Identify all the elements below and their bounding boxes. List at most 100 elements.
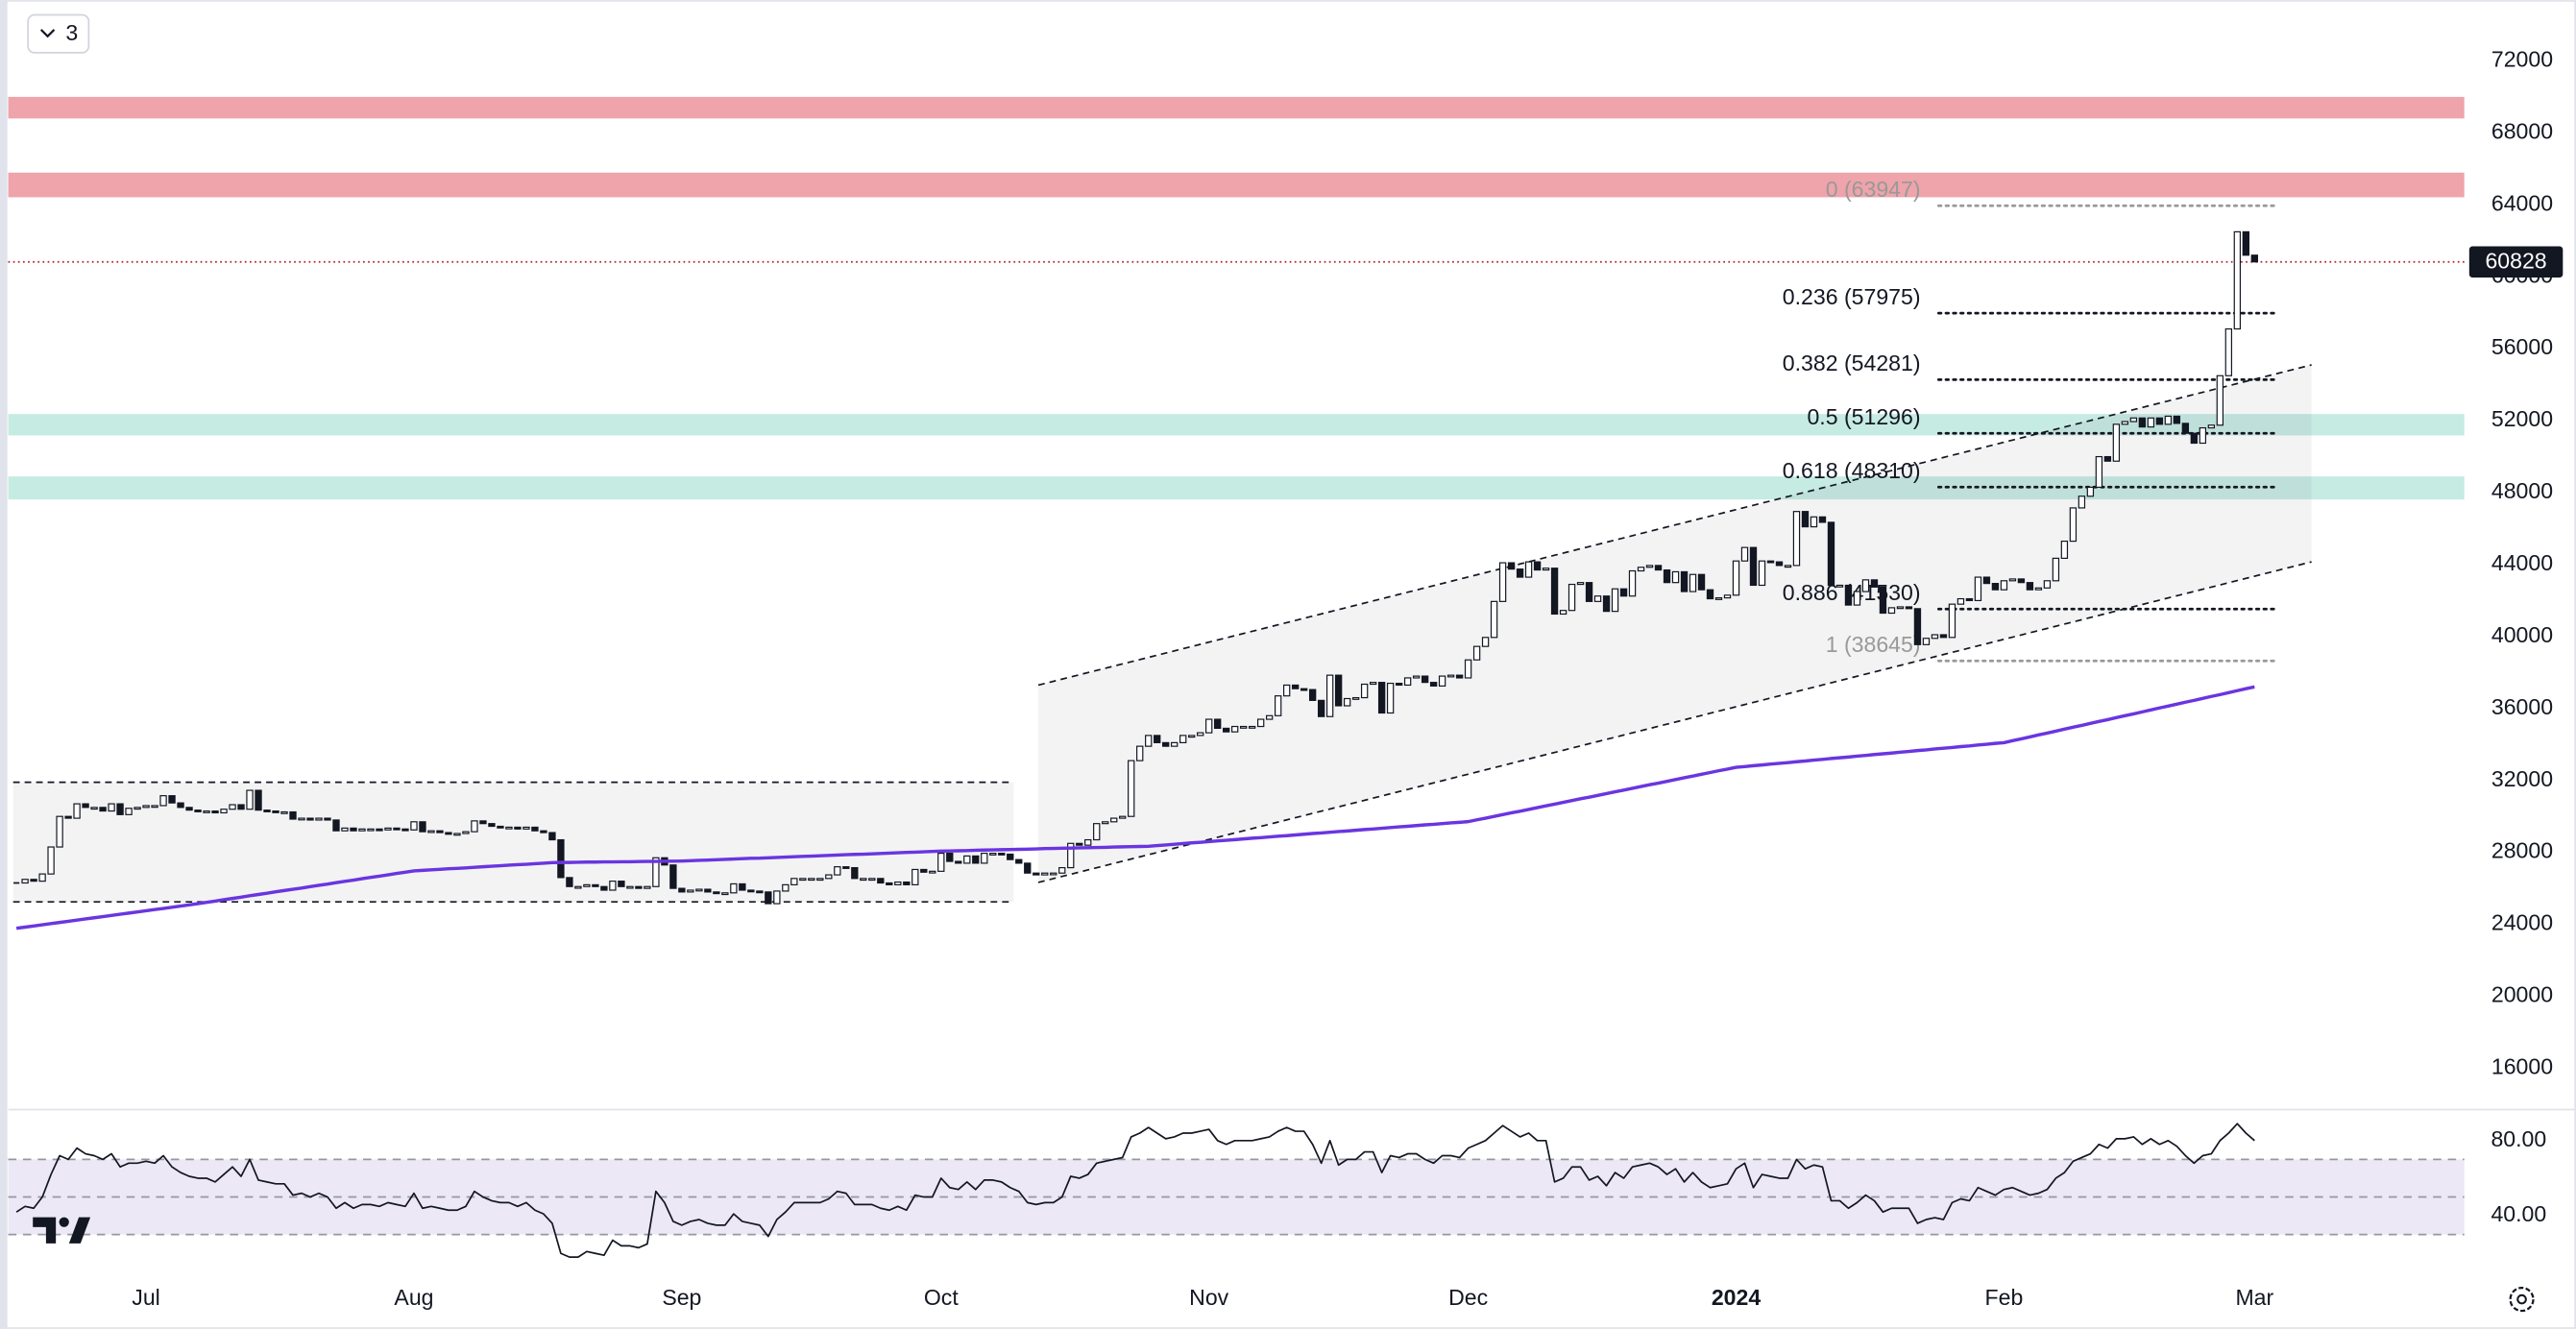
tradingview-logo[interactable]: [33, 1217, 91, 1244]
candle-body: [514, 826, 522, 830]
candle-body: [1827, 521, 1835, 587]
candle-body: [1145, 735, 1153, 747]
settings-icon[interactable]: [2509, 1287, 2535, 1313]
candle-body: [1214, 718, 1222, 730]
legend-toggle[interactable]: 3: [27, 13, 90, 54]
candle-body: [1913, 608, 1922, 645]
candle-body: [1775, 561, 1784, 567]
candle-body: [1922, 638, 1931, 645]
candle-body: [1887, 607, 1896, 615]
y-tick-label: 80.00: [2491, 1126, 2546, 1151]
candle-body: [298, 817, 305, 821]
candle-body: [669, 864, 677, 889]
gear-outer: [2509, 1287, 2535, 1313]
candle-body: [1974, 576, 1982, 602]
candle-body: [2026, 582, 2034, 591]
candle-body: [453, 833, 461, 836]
candle-body: [2095, 455, 2103, 488]
candle-body: [1395, 682, 1403, 687]
y-tick-label: 56000: [2491, 334, 2553, 359]
candle-body: [695, 888, 703, 892]
candle-body: [1197, 732, 1204, 737]
candle-body: [1024, 862, 1032, 874]
x-tick-label: Jul: [132, 1285, 160, 1310]
candle-body: [687, 889, 694, 893]
candle-body: [540, 830, 547, 834]
candle-body: [531, 826, 539, 832]
y-tick-label: 32000: [2491, 766, 2553, 791]
candle-body: [289, 810, 297, 820]
candle-body: [1386, 682, 1395, 714]
candle-body: [1835, 584, 1844, 588]
candle-body: [2103, 455, 2112, 462]
candle-body: [38, 873, 46, 882]
candle-body: [1188, 735, 1196, 738]
candle-body: [427, 830, 435, 834]
channel-upper: [1037, 364, 2312, 687]
candle-body: [1619, 588, 1628, 597]
candle-body: [194, 809, 202, 812]
candle-body: [1585, 582, 1593, 602]
candle-body: [1758, 560, 1766, 587]
x-tick-label: Dec: [1448, 1285, 1488, 1310]
candle-body: [1446, 674, 1455, 678]
candle-body: [1403, 677, 1412, 687]
candle-body: [185, 807, 193, 811]
candle-body: [1593, 595, 1602, 602]
candle-body: [2112, 423, 2121, 462]
candle-body: [142, 805, 150, 809]
y-tick-label: 16000: [2491, 1054, 2553, 1079]
candle-body: [877, 878, 885, 884]
candle-body: [1154, 735, 1161, 743]
x-tick-label: Aug: [394, 1285, 433, 1310]
candle-body: [782, 883, 790, 892]
candle-body: [2216, 375, 2224, 426]
candle-body: [108, 803, 115, 812]
candle-body: [505, 826, 513, 830]
y-tick-label: 28000: [2491, 838, 2553, 863]
candle-body: [1351, 696, 1360, 700]
y-tick-label: 44000: [2491, 550, 2553, 575]
candle-body: [1265, 714, 1274, 720]
x-tick-label: Mar: [2235, 1285, 2273, 1310]
candle-body: [376, 828, 383, 832]
candle-body: [1282, 684, 1291, 697]
candle-body: [955, 860, 962, 864]
candle-body: [2207, 424, 2216, 429]
candle-body: [644, 885, 651, 889]
candle-body: [56, 815, 63, 848]
candle-body: [2242, 230, 2250, 256]
candle-body: [1317, 699, 1325, 717]
x-tick-label: Oct: [924, 1285, 959, 1310]
candle-body: [246, 789, 254, 810]
candle-body: [600, 885, 608, 891]
candle-body: [445, 832, 452, 835]
candle-body: [350, 827, 357, 832]
x-tick-label: Sep: [662, 1285, 701, 1310]
y-tick-label: 52000: [2491, 406, 2553, 431]
candle-body: [1550, 568, 1559, 616]
candle-body: [1360, 683, 1369, 699]
candle-body: [1810, 516, 1818, 528]
candle-body: [808, 878, 815, 882]
fib-label: 0.5 (51296): [1807, 404, 1920, 429]
y-tick-label: 36000: [2491, 694, 2553, 719]
gear-inner: [2516, 1293, 2527, 1305]
candle-body: [358, 828, 366, 832]
candle-body: [1533, 561, 1542, 571]
candle-body: [730, 882, 738, 894]
candle-body: [937, 852, 945, 872]
candle-body: [981, 852, 988, 864]
candle-body: [1524, 561, 1533, 578]
candle-body: [1429, 682, 1438, 687]
candle-body: [618, 881, 625, 887]
candle-body: [1948, 603, 1956, 639]
candle-body: [626, 885, 634, 889]
candle-body: [2000, 580, 2008, 591]
candle-body: [963, 855, 971, 864]
toggle-button[interactable]: [27, 13, 90, 54]
candle-body: [1896, 606, 1905, 610]
candle-body: [220, 809, 228, 814]
candle-body: [903, 881, 911, 885]
